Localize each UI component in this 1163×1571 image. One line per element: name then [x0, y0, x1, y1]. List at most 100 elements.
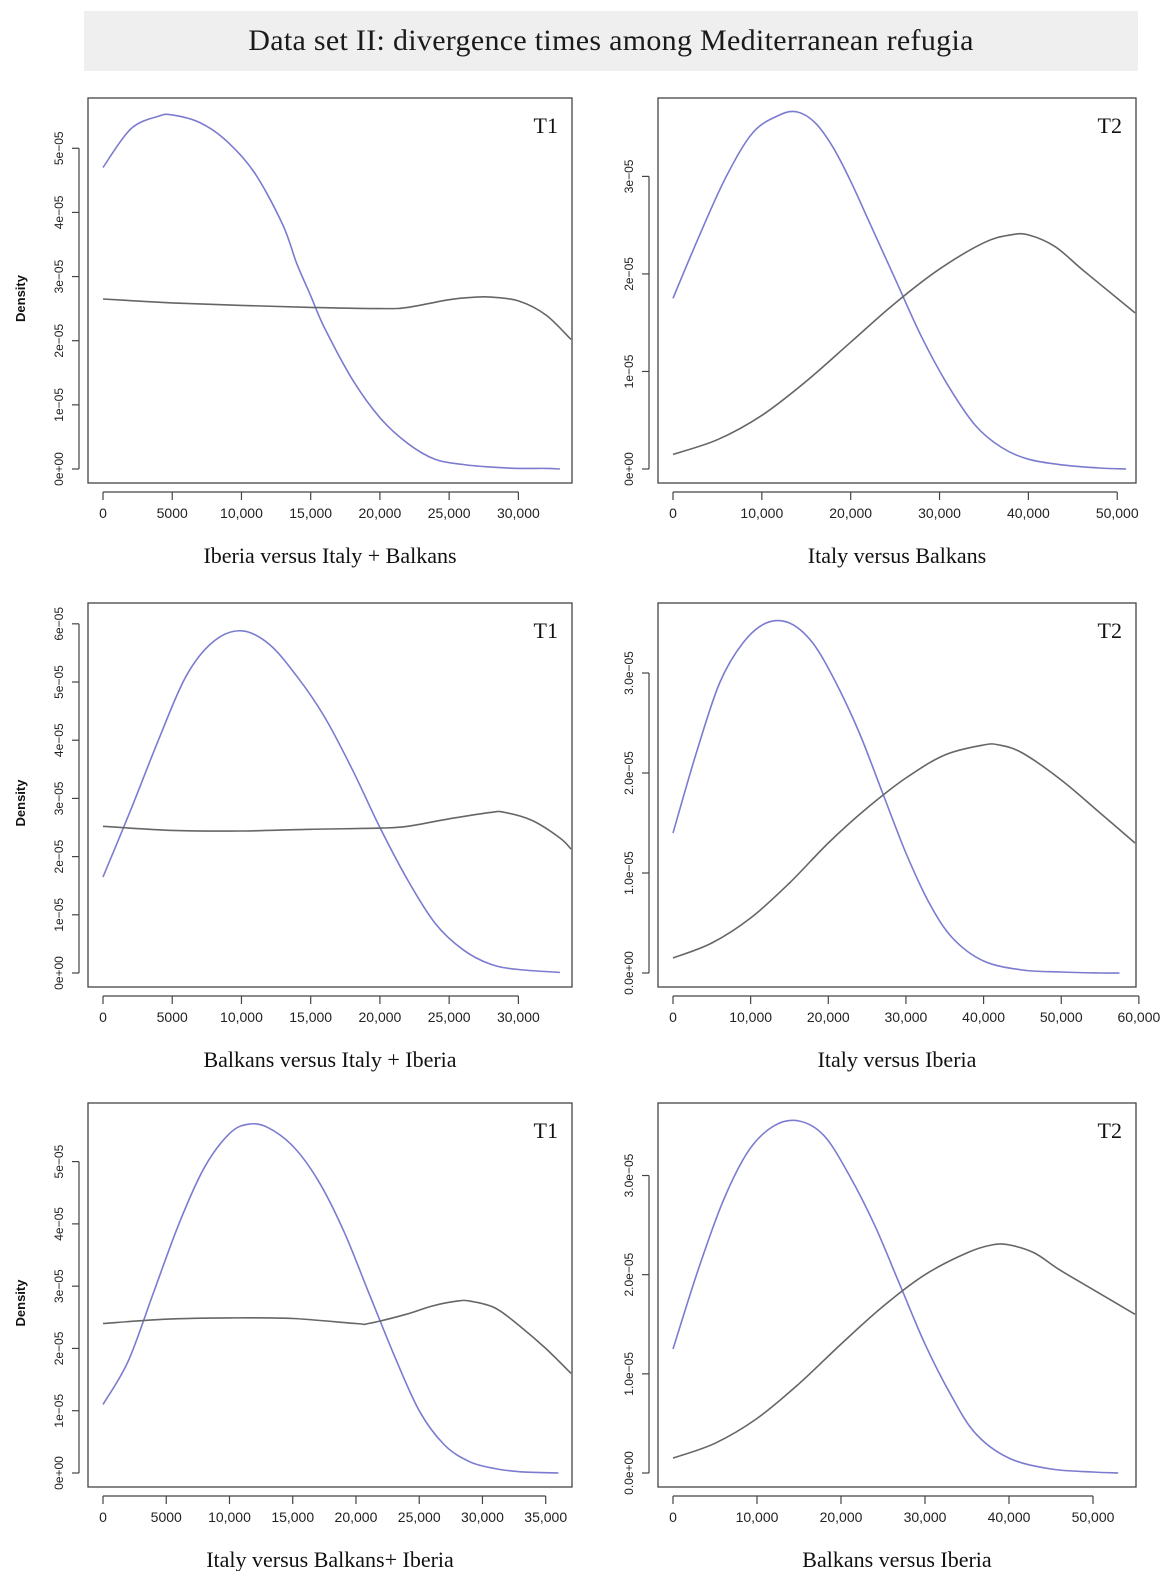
- y-tick-label: 0.0e+00: [622, 951, 636, 995]
- blue-density-curve: [102, 113, 560, 470]
- blue-density-curve: [102, 1122, 559, 1474]
- x-axis-title: Italy versus Iberia: [818, 1047, 977, 1072]
- x-tick-label: 10,000: [729, 1009, 772, 1025]
- plot-frame: [657, 1102, 1137, 1488]
- y-tick-label: 0e+00: [52, 1456, 66, 1490]
- y-tick-label: 5e−05: [52, 1144, 66, 1178]
- density-panel-3: 0 5000 10,000 15,000 20,000 25,000 30,000 0e+00…: [13, 602, 573, 1072]
- x-axis-title: Balkans versus Italy + Iberia: [203, 1047, 456, 1072]
- x-tick-label: 5000: [157, 1009, 188, 1025]
- panel-tag: T2: [1098, 113, 1122, 138]
- y-tick-label: 0.0e+00: [622, 1451, 636, 1495]
- y-tick-label: 5e−05: [52, 131, 66, 165]
- y-tick-label: 3e−05: [622, 159, 636, 193]
- x-tick-label: 20,000: [359, 505, 402, 521]
- y-tick-label: 1.0e−05: [622, 1352, 636, 1396]
- x-tick-label: 10,000: [208, 1509, 251, 1525]
- x-tick-label: 5000: [151, 1509, 182, 1525]
- y-axis-title: Density: [13, 1279, 28, 1327]
- plot-frame: [87, 97, 573, 484]
- y-tick-label: 5e−05: [52, 665, 66, 699]
- y-tick-label: 2.0e−05: [622, 751, 636, 795]
- y-tick-label: 2e−05: [622, 257, 636, 291]
- x-tick-label: 10,000: [736, 1509, 779, 1525]
- x-tick-label: 20,000: [359, 1009, 402, 1025]
- x-tick-label: 30,000: [885, 1009, 928, 1025]
- x-tick-label: 30,000: [497, 505, 540, 521]
- title-banner: Data set II: divergence times among Medi…: [84, 11, 1138, 71]
- x-tick-label: 60,000: [1117, 1009, 1160, 1025]
- x-tick-label: 0: [99, 1509, 107, 1525]
- x-tick-label: 25,000: [428, 505, 471, 521]
- density-panel-4: 0 10,000 20,000 30,000 40,000 50,000 60,000 0.0…: [622, 602, 1161, 1072]
- grey-density-curve: [672, 743, 1136, 959]
- density-panel-2: 0 10,000 20,000 30,000 40,000 50,000 0e+00 1e−0…: [622, 97, 1139, 568]
- grey-density-curve: [102, 295, 572, 340]
- x-tick-label: 0: [99, 1009, 107, 1025]
- panel-tag: T1: [534, 1118, 558, 1143]
- density-panel-6: 0 10,000 20,000 30,000 40,000 50,000 0.0e+00 1.…: [622, 1102, 1137, 1571]
- y-tick-label: 3e−05: [52, 781, 66, 815]
- blue-density-curve: [102, 629, 560, 974]
- x-tick-label: 50,000: [1040, 1009, 1083, 1025]
- panel-tag: T2: [1098, 1118, 1122, 1143]
- x-tick-label: 0: [669, 1009, 677, 1025]
- x-tick-label: 25,000: [398, 1509, 441, 1525]
- y-tick-label: 0e+00: [622, 452, 636, 486]
- x-tick-label: 10,000: [740, 505, 783, 521]
- x-tick-label: 40,000: [1007, 505, 1050, 521]
- y-tick-label: 1.0e−05: [622, 851, 636, 895]
- x-tick-label: 0: [669, 505, 677, 521]
- x-axis-title: Italy versus Balkans: [808, 543, 986, 568]
- y-tick-label: 6e−05: [52, 607, 66, 641]
- blue-density-curve: [672, 110, 1127, 470]
- x-tick-label: 0: [99, 505, 107, 521]
- x-tick-label: 20,000: [829, 505, 872, 521]
- y-axis-title: Density: [13, 779, 28, 827]
- blue-density-curve: [672, 619, 1120, 974]
- y-tick-label: 2.0e−05: [622, 1252, 636, 1296]
- plot-frame: [657, 602, 1137, 988]
- y-tick-label: 2e−05: [52, 1331, 66, 1365]
- plot-frame: [657, 97, 1137, 484]
- x-tick-label: 5000: [157, 505, 188, 521]
- x-axis-title: Balkans versus Iberia: [802, 1547, 992, 1571]
- x-tick-label: 15,000: [271, 1509, 314, 1525]
- panel-tag: T1: [534, 618, 558, 643]
- x-axis-title: Iberia versus Italy + Balkans: [203, 543, 456, 568]
- y-tick-label: 3.0e−05: [622, 1153, 636, 1197]
- y-axis-title: Density: [13, 274, 28, 322]
- x-tick-label: 20,000: [820, 1509, 863, 1525]
- y-tick-label: 4e−05: [52, 723, 66, 757]
- x-tick-label: 30,000: [918, 505, 961, 521]
- x-tick-label: 50,000: [1096, 505, 1139, 521]
- panel-tag: T1: [534, 113, 558, 138]
- plot-frame: [87, 1102, 573, 1488]
- panel-tag: T2: [1098, 618, 1122, 643]
- y-tick-label: 2e−05: [52, 324, 66, 358]
- x-tick-label: 40,000: [988, 1509, 1031, 1525]
- grey-density-curve: [672, 232, 1136, 456]
- y-tick-label: 3e−05: [52, 259, 66, 293]
- x-tick-label: 0: [669, 1509, 677, 1525]
- x-tick-label: 35,000: [524, 1509, 567, 1525]
- x-tick-label: 25,000: [428, 1009, 471, 1025]
- x-tick-label: 50,000: [1072, 1509, 1115, 1525]
- blue-density-curve: [672, 1119, 1119, 1474]
- y-tick-label: 0e+00: [52, 956, 66, 990]
- x-tick-label: 20,000: [807, 1009, 850, 1025]
- x-tick-label: 15,000: [289, 505, 332, 521]
- x-tick-label: 20,000: [335, 1509, 378, 1525]
- grey-density-curve: [102, 810, 572, 850]
- y-tick-label: 4e−05: [52, 195, 66, 229]
- x-tick-label: 30,000: [497, 1009, 540, 1025]
- x-tick-label: 40,000: [962, 1009, 1005, 1025]
- y-tick-label: 1e−05: [52, 388, 66, 422]
- x-tick-label: 15,000: [289, 1009, 332, 1025]
- density-panel-5: 0 5000 10,000 15,000 20,000 25,000 30,000 35,00…: [13, 1102, 573, 1571]
- y-tick-label: 0e+00: [52, 452, 66, 486]
- x-tick-label: 10,000: [220, 505, 263, 521]
- y-tick-label: 1e−05: [52, 1394, 66, 1428]
- y-tick-label: 1e−05: [52, 898, 66, 932]
